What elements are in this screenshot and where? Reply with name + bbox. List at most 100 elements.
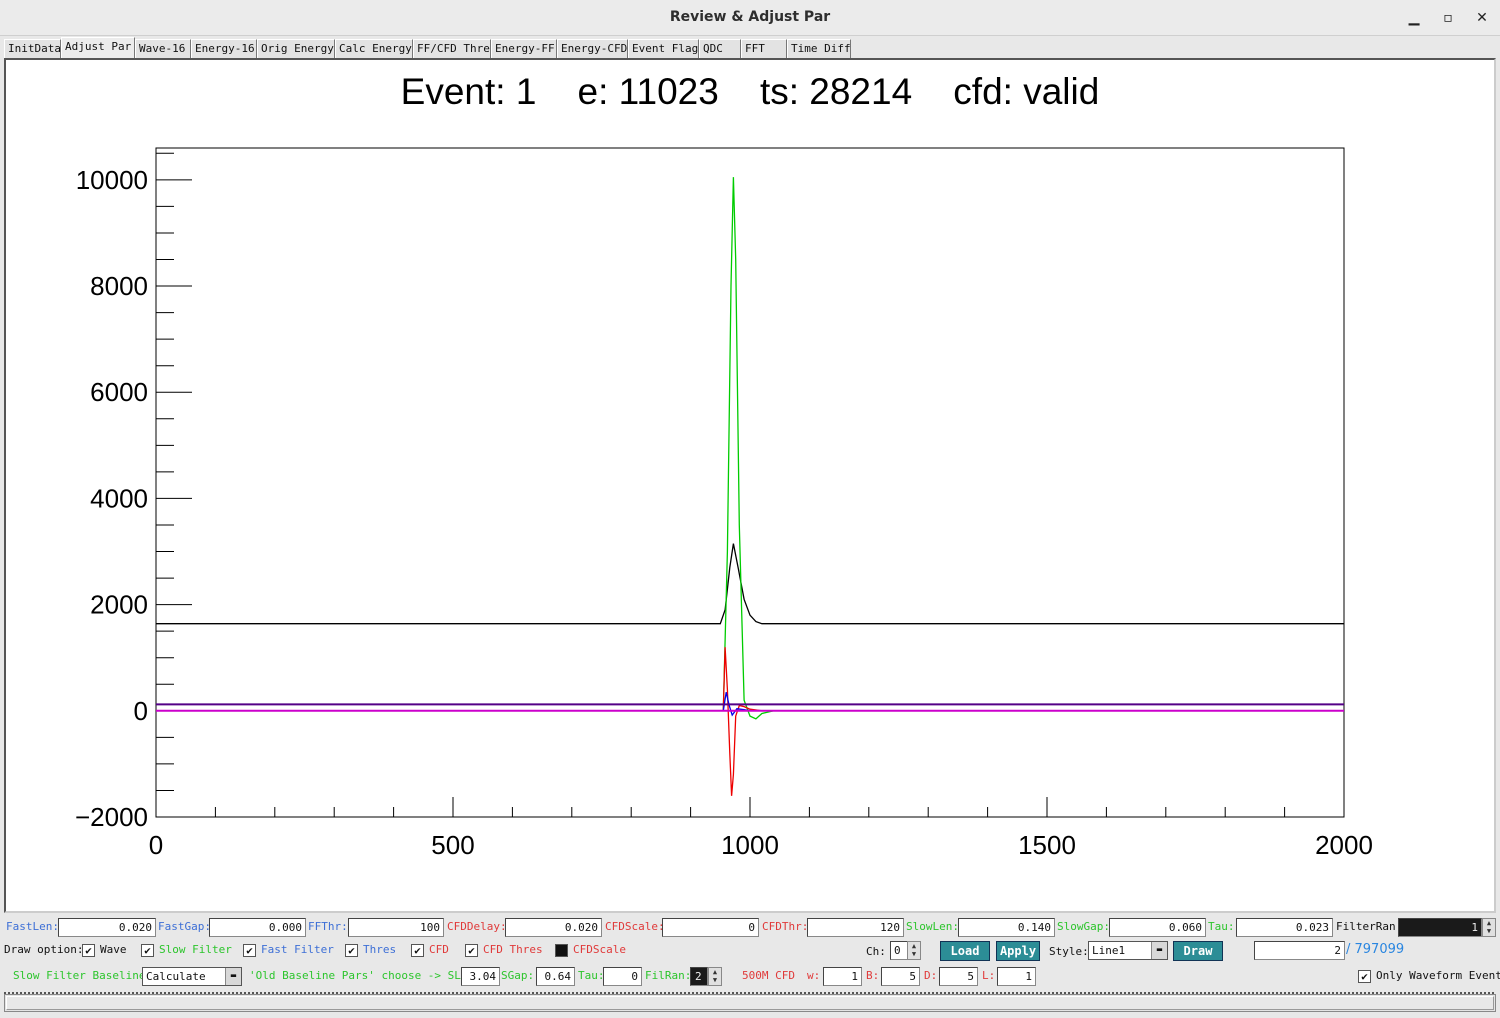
minimize-icon[interactable]: ▁ [1408,10,1420,26]
title-bar: Review & Adjust Par ▁ ▫ ✕ [0,0,1500,36]
baseline-row: Slow Filter Baseline: Calculate ▬ 'Old B… [0,965,1500,987]
b-input[interactable]: 5 [881,967,920,986]
event-number-input[interactable]: 2 [1254,941,1345,960]
y-tick-label: 0 [134,696,148,726]
sgap-label: SGap: [501,969,535,982]
d-input[interactable]: 5 [939,967,978,986]
slen-input[interactable]: 3.04 [461,967,500,986]
y-tick-label: −2000 [75,802,148,832]
style-select[interactable]: Line1 ▬ [1088,941,1168,960]
baseline-label: Slow Filter Baseline: [13,969,153,982]
l-label: L: [982,969,996,982]
b-label: B: [866,969,880,982]
filterran-input[interactable]: 1 [1398,918,1482,937]
draw-options-row: Draw option: Wave Slow Filter Fast Filte… [0,939,1500,961]
cfd-label: CFD [429,943,449,956]
x-tick-label: 500 [431,830,474,860]
apply-button[interactable]: Apply [996,941,1040,961]
y-tick-label: 10000 [76,165,148,195]
y-tick-label: 8000 [90,271,148,301]
ffthr-input[interactable]: 100 [348,918,444,937]
tab-energy-cfd[interactable]: Energy-CFD [557,39,628,58]
d-label: D: [924,969,938,982]
waveform-plot[interactable]: Event: 1 e: 11023 ts: 28214 cfd: valid 0 5… [6,60,1494,911]
sgap-input[interactable]: 0.64 [536,967,575,986]
wave-checkbox[interactable] [82,944,95,957]
tab-bar: InitData Adjust Par Wave-16 Energy-16 Or… [4,37,851,58]
filran-input[interactable]: 2 [690,967,708,986]
tab-energy-16[interactable]: Energy-16 [191,39,257,58]
fastlen-label: FastLen: [6,920,59,933]
only-waveform-checkbox[interactable] [1358,970,1371,983]
ram-cfd-label: 500M CFD [742,969,795,982]
x-tick-label: 1000 [721,830,779,860]
thres-checkbox[interactable] [345,944,358,957]
only-waveform-label: Only Waveform Event [1376,969,1500,982]
maximize-icon[interactable]: ▫ [1443,10,1453,26]
slow-filter-checkbox[interactable] [141,944,154,957]
x-tick-label: 2000 [1315,830,1373,860]
fastgap-label: FastGap: [158,920,211,933]
cfd-thres-checkbox[interactable] [465,944,478,957]
x-tick-label: 1500 [1018,830,1076,860]
close-icon[interactable]: ✕ [1476,10,1488,26]
window-title: Review & Adjust Par [669,9,831,25]
w-label: w: [807,969,821,982]
cfd-checkbox[interactable] [411,944,424,957]
l-input[interactable]: 1 [997,967,1036,986]
cfddelay-input[interactable]: 0.020 [505,918,602,937]
tab-qdc[interactable]: QDC [699,39,741,58]
tab-energy-ff[interactable]: Energy-FF [491,39,557,58]
load-button[interactable]: Load [940,941,990,961]
slow-filter-label: Slow Filter [159,943,232,956]
tab-wave-16[interactable]: Wave-16 [135,39,191,58]
chevron-down-icon[interactable]: ▬ [225,968,241,985]
y-tick-label: 4000 [90,483,148,513]
cfdscale-checkbox[interactable] [555,944,568,957]
tab-adjust-par[interactable]: Adjust Par [61,37,135,58]
tab-ff-cfd-thre[interactable]: FF/CFD Thre [413,39,491,58]
baseline-value: Calculate [146,970,206,983]
tab-event-flag[interactable]: Event Flag [628,39,699,58]
series-line [156,647,1344,796]
slowlen-label: SlowLen: [906,920,959,933]
slowgap-label: SlowGap: [1057,920,1110,933]
fastgap-input[interactable]: 0.000 [209,918,306,937]
ch-spin[interactable]: ▲ ▼ [907,941,921,960]
tau-input[interactable]: 0.023 [1236,918,1333,937]
scrollbar-thumb[interactable] [6,996,1494,1010]
draw-button[interactable]: Draw [1173,941,1223,961]
fast-filter-label: Fast Filter [261,943,334,956]
filran-spin[interactable]: ▲ ▼ [708,967,722,986]
y-tick-label: 6000 [90,377,148,407]
tab-fft[interactable]: FFT [741,39,787,58]
cfdscale-input[interactable]: 0 [662,918,759,937]
chevron-down-icon[interactable]: ▬ [1151,942,1167,959]
tau-baseline-input[interactable]: 0 [603,967,642,986]
cfddelay-label: CFDDelay: [447,920,507,933]
style-value: Line1 [1092,944,1126,957]
slowgap-input[interactable]: 0.060 [1109,918,1206,937]
event-total: / 797099 [1346,942,1405,957]
tau-label: Tau: [1208,920,1235,933]
chart-title: Event: 1 e: 11023 ts: 28214 cfd: valid [401,71,1100,112]
plot-canvas[interactable]: Event: 1 e: 11023 ts: 28214 cfd: valid 0 5… [4,58,1496,913]
filterran-spin[interactable]: ▲ ▼ [1482,918,1496,937]
fastlen-input[interactable]: 0.020 [58,918,156,937]
slowlen-input[interactable]: 0.140 [958,918,1055,937]
ffthr-label: FFThr: [308,920,348,933]
fast-filter-checkbox[interactable] [243,944,256,957]
filter-params-row: FastLen: 0.020 FastGap: 0.000 FFThr: 100… [0,916,1500,938]
tab-calc-energy[interactable]: Calc Energy [335,39,413,58]
baseline-select[interactable]: Calculate ▬ [142,967,242,986]
x-tick-label: 0 [149,830,163,860]
tab-time-diff[interactable]: Time Diff [787,39,851,58]
tab-orig-energy[interactable]: Orig Energy [257,39,335,58]
thres-label: Thres [363,943,397,956]
cfdthr-input[interactable]: 120 [807,918,904,937]
horizontal-scrollbar[interactable] [4,994,1496,1012]
w-input[interactable]: 1 [823,967,862,986]
ch-input[interactable]: 0 [890,941,908,960]
tab-initdata[interactable]: InitData [4,39,61,58]
ch-label: Ch: [866,945,886,958]
